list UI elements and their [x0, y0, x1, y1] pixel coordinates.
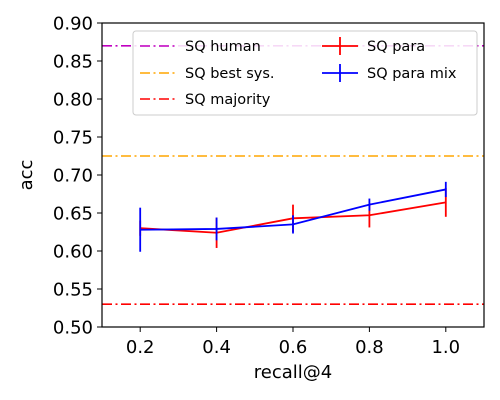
- x-axis: 0.2 0.4 0.6 0.8 1.0: [126, 327, 460, 358]
- x-tick-label-3: 0.8: [355, 337, 384, 358]
- x-axis-label: recall@4: [254, 362, 332, 383]
- y-tick-label-2: 0.60: [53, 242, 93, 263]
- series-layer: [139, 181, 447, 252]
- x-tick-label-4: 1.0: [431, 337, 460, 358]
- y-axis: 0.50 0.55 0.60 0.65 0.70 0.75 0.80 0.85 0.90: [53, 14, 102, 339]
- y-tick-label-7: 0.85: [53, 52, 93, 73]
- y-tick-label-3: 0.65: [53, 204, 93, 225]
- y-tick-label-8: 0.90: [53, 14, 93, 35]
- legend-label-series-0: SQ para: [367, 39, 425, 55]
- legend-box: [132, 30, 478, 116]
- y-tick-label-6: 0.80: [53, 90, 93, 111]
- x-tick-label-2: 0.6: [279, 337, 308, 358]
- legend: SQ human SQ best sys. SQ majority SQ para SQ…: [132, 30, 478, 116]
- legend-label-ref-1: SQ best sys.: [185, 66, 275, 82]
- x-tick-label-1: 0.4: [202, 337, 231, 358]
- y-axis-label: acc: [16, 160, 37, 191]
- legend-label-ref-0: SQ human: [185, 39, 261, 55]
- legend-label-series-1: SQ para mix: [367, 66, 457, 82]
- x-tick-label-0: 0.2: [126, 337, 155, 358]
- y-tick-label-0: 0.50: [53, 318, 93, 339]
- y-tick-label-4: 0.70: [53, 166, 93, 187]
- legend-label-ref-2: SQ majority: [185, 92, 271, 108]
- y-tick-label-5: 0.75: [53, 128, 93, 149]
- y-tick-label-1: 0.55: [53, 280, 93, 301]
